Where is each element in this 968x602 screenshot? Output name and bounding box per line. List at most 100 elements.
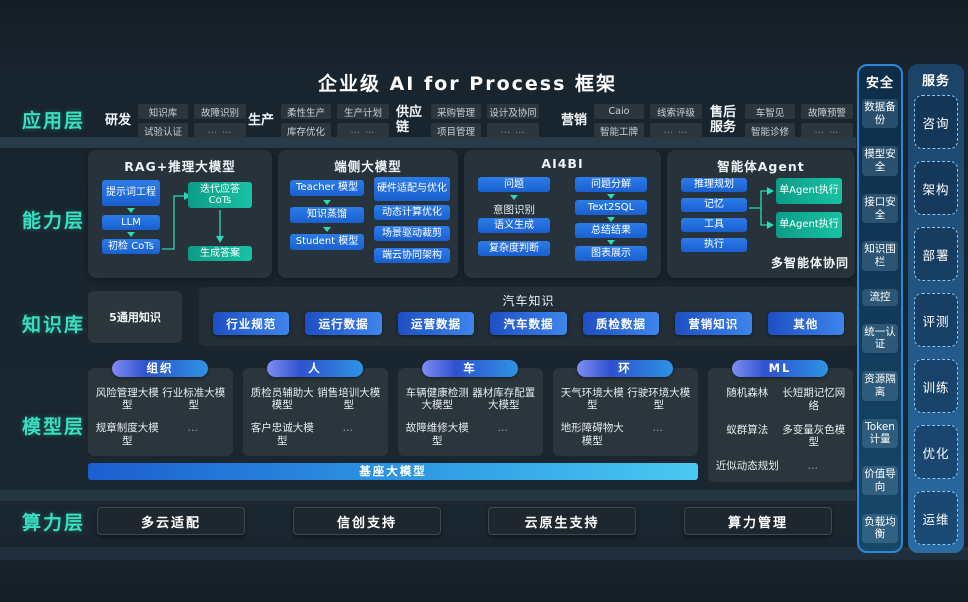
model-item-more: …: [652, 422, 665, 435]
layer-label-capability: 能力层: [22, 210, 86, 232]
layer-label-compute: 算力层: [22, 512, 86, 534]
app-grid: Caio 线索评级 智能工牌 … …: [594, 104, 703, 138]
app-item: 故障预警: [801, 104, 853, 119]
model-grid: 天气环境大模型 行驶环境大模型 地形障碍物大模型 …: [559, 382, 692, 452]
flow-step-button: Student 模型: [290, 234, 364, 250]
cap-box-agent: 智能体Agent 推理规划 记忆 工具 执行 单Agent执行 单Agent执行…: [667, 150, 855, 278]
flow-step-button: 迭代应答CoTs: [188, 182, 252, 208]
framework-banner: 企业级 AI for Process 框架: [90, 67, 845, 98]
model-grid: 车辆健康检测大模型 器材库存配置大模型 故障维修大模型 …: [404, 382, 537, 452]
model-item: 蚁群算法: [726, 423, 769, 436]
cap-box-title: RAG+推理大模型: [124, 159, 236, 174]
app-group-supply-chain: 供应链 采购管理 设计及协同 项目管理 … …: [396, 101, 539, 141]
model-item: 车辆健康检测大模型: [405, 386, 469, 412]
foundation-model-bar: 基座大模型: [88, 463, 698, 480]
arrow-down-icon: [607, 217, 615, 222]
layer-label-model: 模型层: [22, 416, 86, 438]
model-item-more: …: [807, 460, 820, 473]
service-item: 部署: [914, 227, 958, 281]
service-item: 优化: [914, 425, 958, 479]
app-grid: 采购管理 设计及协同 项目管理 … …: [431, 104, 539, 138]
tech-button: 场景驱动裁剪: [374, 226, 450, 241]
app-item: 柔性生产: [281, 104, 332, 119]
knowledge-item-button: 运营数据: [397, 312, 475, 335]
model-group-environment: 天气环境大模型 行驶环境大模型 地形障碍物大模型 …: [553, 368, 698, 456]
security-item: 模型安全: [862, 146, 898, 176]
layer-label-application: 应用层: [22, 110, 86, 132]
model-pill-people: 人: [267, 360, 363, 377]
model-item: 器材库存配置大模型: [472, 386, 536, 412]
agent-exec-button: 单Agent执行: [776, 178, 842, 204]
app-item: Caio: [594, 104, 645, 119]
app-item-more: … …: [801, 123, 853, 138]
cap-box-ai4bi: AI4BI 问题 意图识别 语义生成 复杂度判断 问题分解 Text2SQL 总…: [464, 150, 661, 278]
app-group-label: 研发: [105, 112, 132, 128]
cap-box-rag: RAG+推理大模型 提示词工程 LLM 初检 CoTs 迭代应答CoTs 生成答…: [88, 150, 272, 278]
security-item: 数据备份: [862, 99, 898, 129]
flow-step-label: 意图识别: [493, 204, 535, 216]
knowledge-item-button: 其他: [767, 312, 844, 335]
app-group-label: 生产: [248, 112, 275, 128]
security-item: 价值导向: [862, 466, 898, 496]
app-group-rnd: 研发 知识库 故障识别 试验认证 … …: [105, 101, 247, 141]
security-item: 接口安全: [862, 193, 898, 224]
flow-step-button: 复杂度判断: [478, 241, 550, 256]
knowledge-item-button: 行业规范: [213, 312, 290, 335]
model-item: 销售培训大模型: [317, 386, 381, 412]
knowledge-item-button: 运行数据: [305, 312, 382, 335]
knowledge-general-box: 5通用知识: [88, 291, 182, 343]
model-pill-vehicle: 车: [422, 360, 518, 377]
model-group-ml: 随机森林 长短期记忆网络 蚁群算法 多变量灰色模型 近似动态规划 …: [708, 368, 853, 482]
arrow-down-icon: [127, 232, 135, 237]
app-group-after-sales: 售后服务 车智见 故障预警 智能诊修 … …: [710, 101, 853, 141]
model-item: 故障维修大模型: [405, 422, 469, 447]
app-group-label: 营销: [561, 112, 588, 128]
app-item-more: … …: [337, 123, 390, 138]
security-item: Token计量: [862, 418, 898, 448]
divider-band: [0, 490, 856, 501]
tech-button: 动态计算优化: [374, 205, 450, 220]
model-pill-ml: ML: [732, 360, 828, 377]
app-item: 智能工牌: [594, 123, 645, 138]
cap-box-title: 端侧大模型: [334, 159, 402, 174]
flow-step-button: LLM: [102, 215, 160, 230]
app-grid: 车智见 故障预警 智能诊修 … …: [745, 104, 853, 138]
model-grid: 随机森林 长短期记忆网络 蚁群算法 多变量灰色模型 近似动态规划 …: [714, 382, 847, 478]
flow-step-button: 初检 CoTs: [102, 239, 160, 254]
app-item-more: … …: [487, 123, 539, 138]
model-item: 质检员辅助大模型: [250, 386, 314, 412]
app-item: 知识库: [138, 104, 189, 119]
cap-box-edge-model: 端侧大模型 Teacher 模型 知识蒸馏 Student 模型 硬件适配与优化…: [278, 150, 458, 278]
agent-module-button: 执行: [681, 238, 747, 252]
model-item: 近似动态规划: [715, 460, 779, 473]
model-item: 客户忠诚大模型: [250, 422, 314, 447]
model-item-more: …: [342, 422, 355, 435]
tech-button: 端云协同架构: [374, 248, 450, 263]
agent-module-button: 记忆: [681, 198, 747, 212]
model-item: 行驶环境大模型: [627, 386, 691, 412]
app-group-production: 生产 柔性生产 生产计划 库存优化 … …: [248, 101, 390, 141]
model-group-organization: 风险管理大模型 行业标准大模型 规章制度大模型 …: [88, 368, 233, 456]
knowledge-item-button: 质检数据: [582, 312, 660, 335]
arrow-down-icon: [607, 240, 615, 245]
knowledge-item-button: 营销知识: [675, 312, 752, 335]
app-item: 车智见: [745, 104, 795, 119]
app-item: 线索评级: [650, 104, 703, 119]
app-item: 生产计划: [337, 104, 390, 119]
service-item: 运维: [914, 491, 958, 545]
agent-module-button: 推理规划: [681, 178, 747, 192]
model-item: 规章制度大模型: [95, 422, 159, 447]
flow-step-button: 总结结果: [575, 223, 647, 238]
app-item: 采购管理: [431, 104, 481, 119]
security-item-list: 数据备份 模型安全 接口安全 知识围栏 流控 统一认证 资源隔离 Token计量…: [859, 99, 901, 543]
service-panel-title: 服务: [921, 74, 950, 89]
compute-item-management: 算力管理: [684, 507, 832, 535]
knowledge-domain-box: 汽车知识 行业规范 运行数据 运营数据 汽车数据 质检数据 营销知识 其他: [199, 287, 858, 346]
security-item: 统一认证: [862, 323, 898, 354]
model-item: 多变量灰色模型: [782, 423, 846, 449]
security-panel: 安全 数据备份 模型安全 接口安全 知识围栏 流控 统一认证 资源隔离 Toke…: [857, 64, 903, 553]
model-grid: 质检员辅助大模型 销售培训大模型 客户忠诚大模型 …: [249, 382, 382, 452]
multi-agent-note: 多智能体协同: [771, 256, 850, 270]
compute-item-multicloud: 多云适配: [97, 507, 245, 535]
